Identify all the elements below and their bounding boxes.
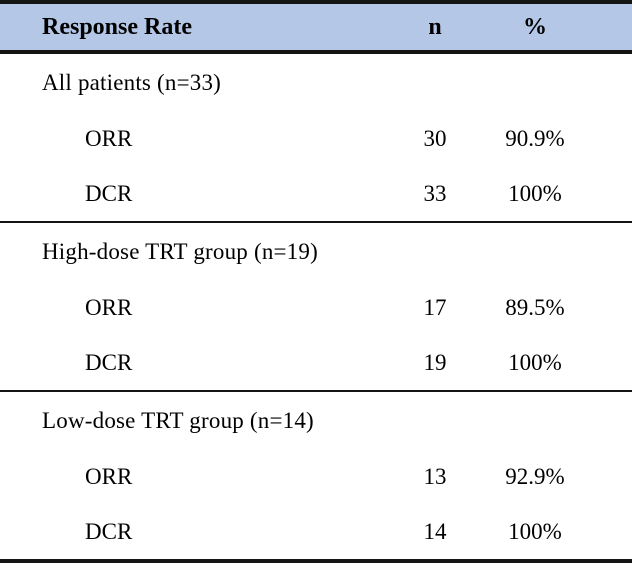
table-header-row: Response Rate n % — [0, 4, 632, 54]
table-row: DCR 33 100% — [0, 166, 632, 221]
row-label: ORR — [85, 125, 133, 151]
response-rate-table: Response Rate n % All patients (n=33) OR… — [0, 0, 632, 563]
section-all-patients: All patients (n=33) ORR 30 90.9% DCR 33 … — [0, 54, 632, 221]
table-row: ORR 30 90.9% — [0, 111, 632, 166]
section-low-dose: Low-dose TRT group (n=14) ORR 13 92.9% D… — [0, 390, 632, 559]
group-title-row: All patients (n=33) — [0, 54, 632, 111]
group-title-row: Low-dose TRT group (n=14) — [0, 392, 632, 449]
table-row: DCR 14 100% — [0, 504, 632, 559]
header-percent: % — [523, 13, 547, 40]
row-n-value: 30 — [423, 125, 447, 151]
group-title: Low-dose TRT group (n=14) — [42, 407, 314, 433]
row-label: DCR — [85, 180, 133, 206]
row-n-value: 14 — [423, 518, 447, 544]
row-label: ORR — [85, 294, 133, 320]
row-n-value: 33 — [423, 180, 447, 206]
group-title-row: High-dose TRT group (n=19) — [0, 223, 632, 280]
row-n-value: 13 — [423, 463, 447, 489]
row-percent-value: 100% — [508, 349, 562, 375]
group-title: High-dose TRT group (n=19) — [42, 238, 318, 264]
header-response-rate: Response Rate — [42, 13, 192, 40]
row-percent-value: 92.9% — [505, 463, 565, 489]
row-percent-value: 100% — [508, 518, 562, 544]
row-percent-value: 89.5% — [505, 294, 565, 320]
section-high-dose: High-dose TRT group (n=19) ORR 17 89.5% … — [0, 221, 632, 390]
row-label: ORR — [85, 463, 133, 489]
row-percent-value: 90.9% — [505, 125, 565, 151]
row-percent-value: 100% — [508, 180, 562, 206]
row-n-value: 19 — [423, 349, 447, 375]
row-n-value: 17 — [423, 294, 447, 320]
group-title: All patients (n=33) — [42, 69, 222, 95]
row-label: DCR — [85, 518, 133, 544]
table-row: ORR 17 89.5% — [0, 280, 632, 335]
header-n: n — [428, 13, 442, 40]
table-row: ORR 13 92.9% — [0, 449, 632, 504]
row-label: DCR — [85, 349, 133, 375]
table-row: DCR 19 100% — [0, 335, 632, 390]
